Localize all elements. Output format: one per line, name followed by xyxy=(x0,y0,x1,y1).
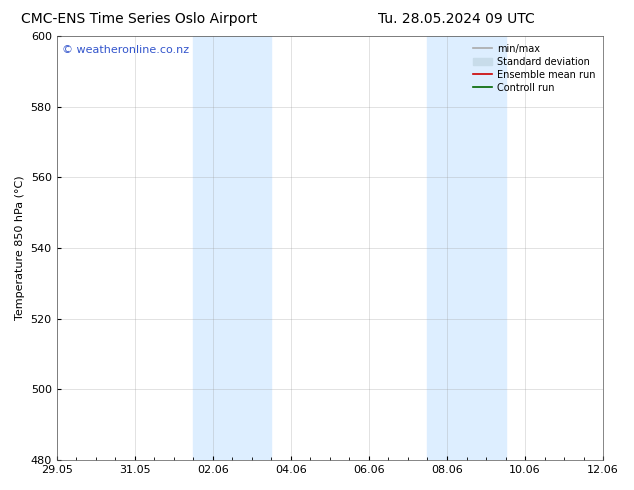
Y-axis label: Temperature 850 hPa (°C): Temperature 850 hPa (°C) xyxy=(15,176,25,320)
Legend: min/max, Standard deviation, Ensemble mean run, Controll run: min/max, Standard deviation, Ensemble me… xyxy=(470,41,598,96)
Text: © weatheronline.co.nz: © weatheronline.co.nz xyxy=(62,45,190,54)
Bar xyxy=(193,36,271,460)
Text: CMC-ENS Time Series Oslo Airport: CMC-ENS Time Series Oslo Airport xyxy=(22,12,257,26)
Text: Tu. 28.05.2024 09 UTC: Tu. 28.05.2024 09 UTC xyxy=(378,12,535,26)
Bar xyxy=(427,36,505,460)
